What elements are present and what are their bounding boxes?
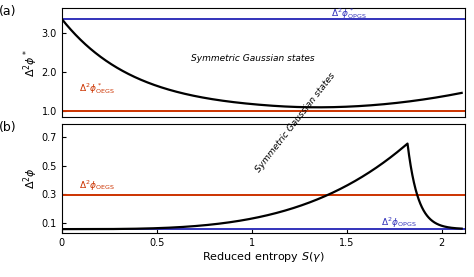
Y-axis label: $\Delta^2\phi$: $\Delta^2\phi$ — [21, 168, 40, 189]
Text: (b): (b) — [0, 121, 17, 134]
Y-axis label: $\Delta^2\phi^*$: $\Delta^2\phi^*$ — [21, 48, 40, 77]
Text: $\Delta^2\phi_{\mathrm{OEGS}}$: $\Delta^2\phi_{\mathrm{OEGS}}$ — [79, 179, 115, 193]
X-axis label: Reduced entropy $S(\gamma)$: Reduced entropy $S(\gamma)$ — [202, 250, 324, 264]
Text: $\Delta^2\phi_{\mathrm{OPGS}}$: $\Delta^2\phi_{\mathrm{OPGS}}$ — [381, 216, 417, 230]
Text: Symmetric Gaussian states: Symmetric Gaussian states — [254, 71, 337, 174]
Text: $\Delta^2\phi^*_{\mathrm{OPGS}}$: $\Delta^2\phi^*_{\mathrm{OPGS}}$ — [331, 6, 367, 21]
Text: $\Delta^2\phi^*_{\mathrm{OEGS}}$: $\Delta^2\phi^*_{\mathrm{OEGS}}$ — [79, 81, 115, 96]
Text: Symmetric Gaussian states: Symmetric Gaussian states — [191, 53, 314, 63]
Text: (a): (a) — [0, 5, 17, 18]
